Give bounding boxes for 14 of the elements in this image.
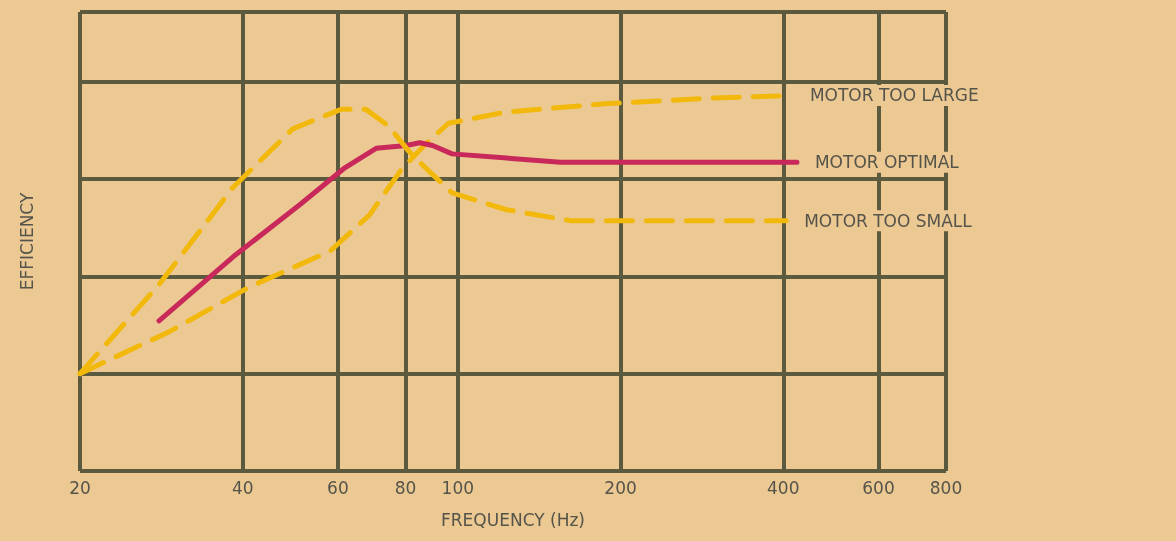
y-axis-title: EFFICIENCY — [16, 192, 37, 291]
x-tick-label: 100 — [441, 477, 475, 498]
x-tick-label: 600 — [862, 477, 895, 498]
x-tick-label: 200 — [604, 477, 637, 498]
series-label: MOTOR TOO LARGE — [809, 85, 979, 106]
series-label: MOTOR OPTIMAL — [814, 152, 960, 173]
x-tick-label: 800 — [929, 477, 963, 498]
x-tick-label: 80 — [394, 477, 417, 498]
x-tick-label: 20 — [69, 477, 91, 498]
x-tick-label: 400 — [767, 477, 800, 498]
series-label: MOTOR TOO SMALL — [804, 210, 973, 231]
x-tick-label: 60 — [327, 477, 349, 498]
x-tick-label: 40 — [231, 477, 254, 498]
x-axis-title: FREQUENCY (Hz) — [441, 509, 585, 530]
